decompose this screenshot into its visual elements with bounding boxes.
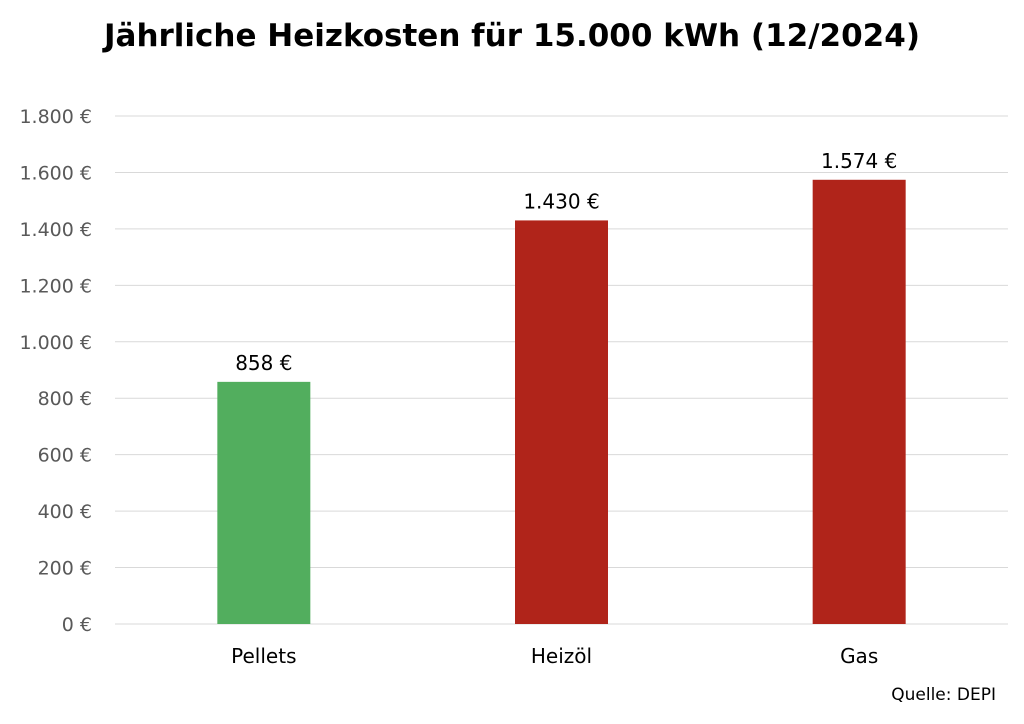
y-tick-label: 1.800 € — [19, 106, 92, 128]
x-tick-label: Gas — [840, 644, 878, 668]
source-note: Quelle: DEPI — [891, 685, 996, 705]
y-tick-label: 0 € — [62, 614, 92, 636]
data-labels: 858 € 1.430 € 1.574 € — [235, 149, 897, 375]
y-tick-label: 1.600 € — [19, 162, 92, 184]
y-tick-label: 1.000 € — [19, 332, 92, 354]
y-tick-label: 1.400 € — [19, 219, 92, 241]
y-tick-label: 400 € — [38, 501, 92, 523]
bar-heiz-l — [515, 220, 608, 624]
y-tick-label: 800 € — [38, 388, 92, 410]
x-tick-label: Heizöl — [531, 644, 592, 668]
x-tick-label: Pellets — [231, 644, 296, 668]
bar-gas — [812, 179, 906, 624]
y-axis-tick-labels: 0 € 200 € 400 € 600 € 800 € 1.000 € 1.200 € 1.4… — [19, 106, 92, 636]
bar-pellets — [217, 381, 311, 624]
chart-title: Jährliche Heizkosten für 15.000 kWh (12/… — [103, 18, 920, 54]
data-label: 1.574 € — [821, 149, 897, 173]
y-tick-label: 200 € — [38, 558, 92, 580]
y-tick-label: 600 € — [38, 445, 92, 467]
x-axis-tick-labels: Pellets Heizöl Gas — [231, 644, 878, 668]
y-tick-label: 1.200 € — [19, 275, 92, 297]
bars — [217, 179, 906, 624]
data-label: 1.430 € — [523, 189, 599, 213]
data-label: 858 € — [235, 351, 292, 375]
